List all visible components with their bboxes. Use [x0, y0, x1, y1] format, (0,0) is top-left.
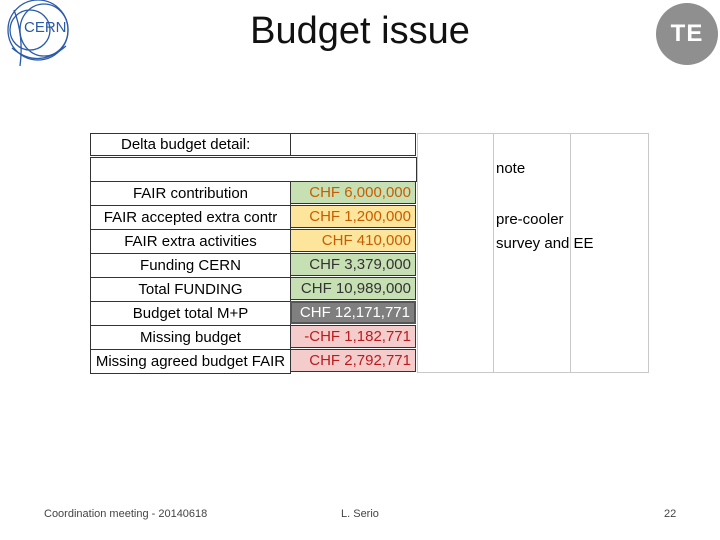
- row-label: FAIR contribution: [90, 181, 291, 206]
- row-label: FAIR accepted extra contr: [90, 205, 291, 230]
- table-header: Delta budget detail:: [90, 133, 291, 156]
- row-value: CHF 410,000: [290, 229, 416, 252]
- footer-author: L. Serio: [341, 508, 379, 520]
- row-value: CHF 2,792,771: [290, 349, 416, 372]
- row-value: CHF 10,989,000: [290, 277, 416, 300]
- row-label: Funding CERN: [90, 253, 291, 278]
- footer-page-number: 22: [664, 508, 677, 520]
- gridline: [417, 372, 649, 373]
- row-value: CHF 1,200,000: [290, 205, 416, 228]
- row-label: Missing agreed budget FAIR: [90, 349, 291, 374]
- gridline: [417, 133, 418, 373]
- gridline: [648, 133, 649, 373]
- budget-table: Delta budget detail: note FAIR contribut…: [90, 133, 649, 374]
- footer-meeting: Coordination meeting - 20140618: [44, 508, 208, 520]
- cern-logo-text: CERN: [24, 19, 67, 36]
- row-value: CHF 3,379,000: [290, 253, 416, 276]
- row-label: Budget total M+P: [90, 301, 291, 326]
- note-text: pre-cooler survey and EE: [496, 208, 594, 256]
- note-line: pre-cooler: [496, 211, 564, 228]
- cern-logo: CERN: [7, 0, 69, 67]
- table-spacer-cell: [90, 157, 417, 182]
- slide-title: Budget issue: [250, 10, 470, 52]
- row-value: CHF 6,000,000: [290, 181, 416, 204]
- note-header: note: [496, 160, 526, 177]
- row-label: Missing budget: [90, 325, 291, 350]
- gridline: [570, 133, 571, 373]
- row-label: Total FUNDING: [90, 277, 291, 302]
- table-header-empty: [290, 133, 416, 156]
- gridline: [493, 133, 494, 373]
- gridline: [417, 133, 649, 134]
- te-logo: TE: [656, 3, 718, 65]
- row-value: -CHF 1,182,771: [290, 325, 416, 348]
- note-line: survey and EE: [496, 235, 594, 252]
- row-value: CHF 12,171,771: [290, 301, 416, 324]
- row-label: FAIR extra activities: [90, 229, 291, 254]
- te-logo-text: TE: [670, 20, 704, 47]
